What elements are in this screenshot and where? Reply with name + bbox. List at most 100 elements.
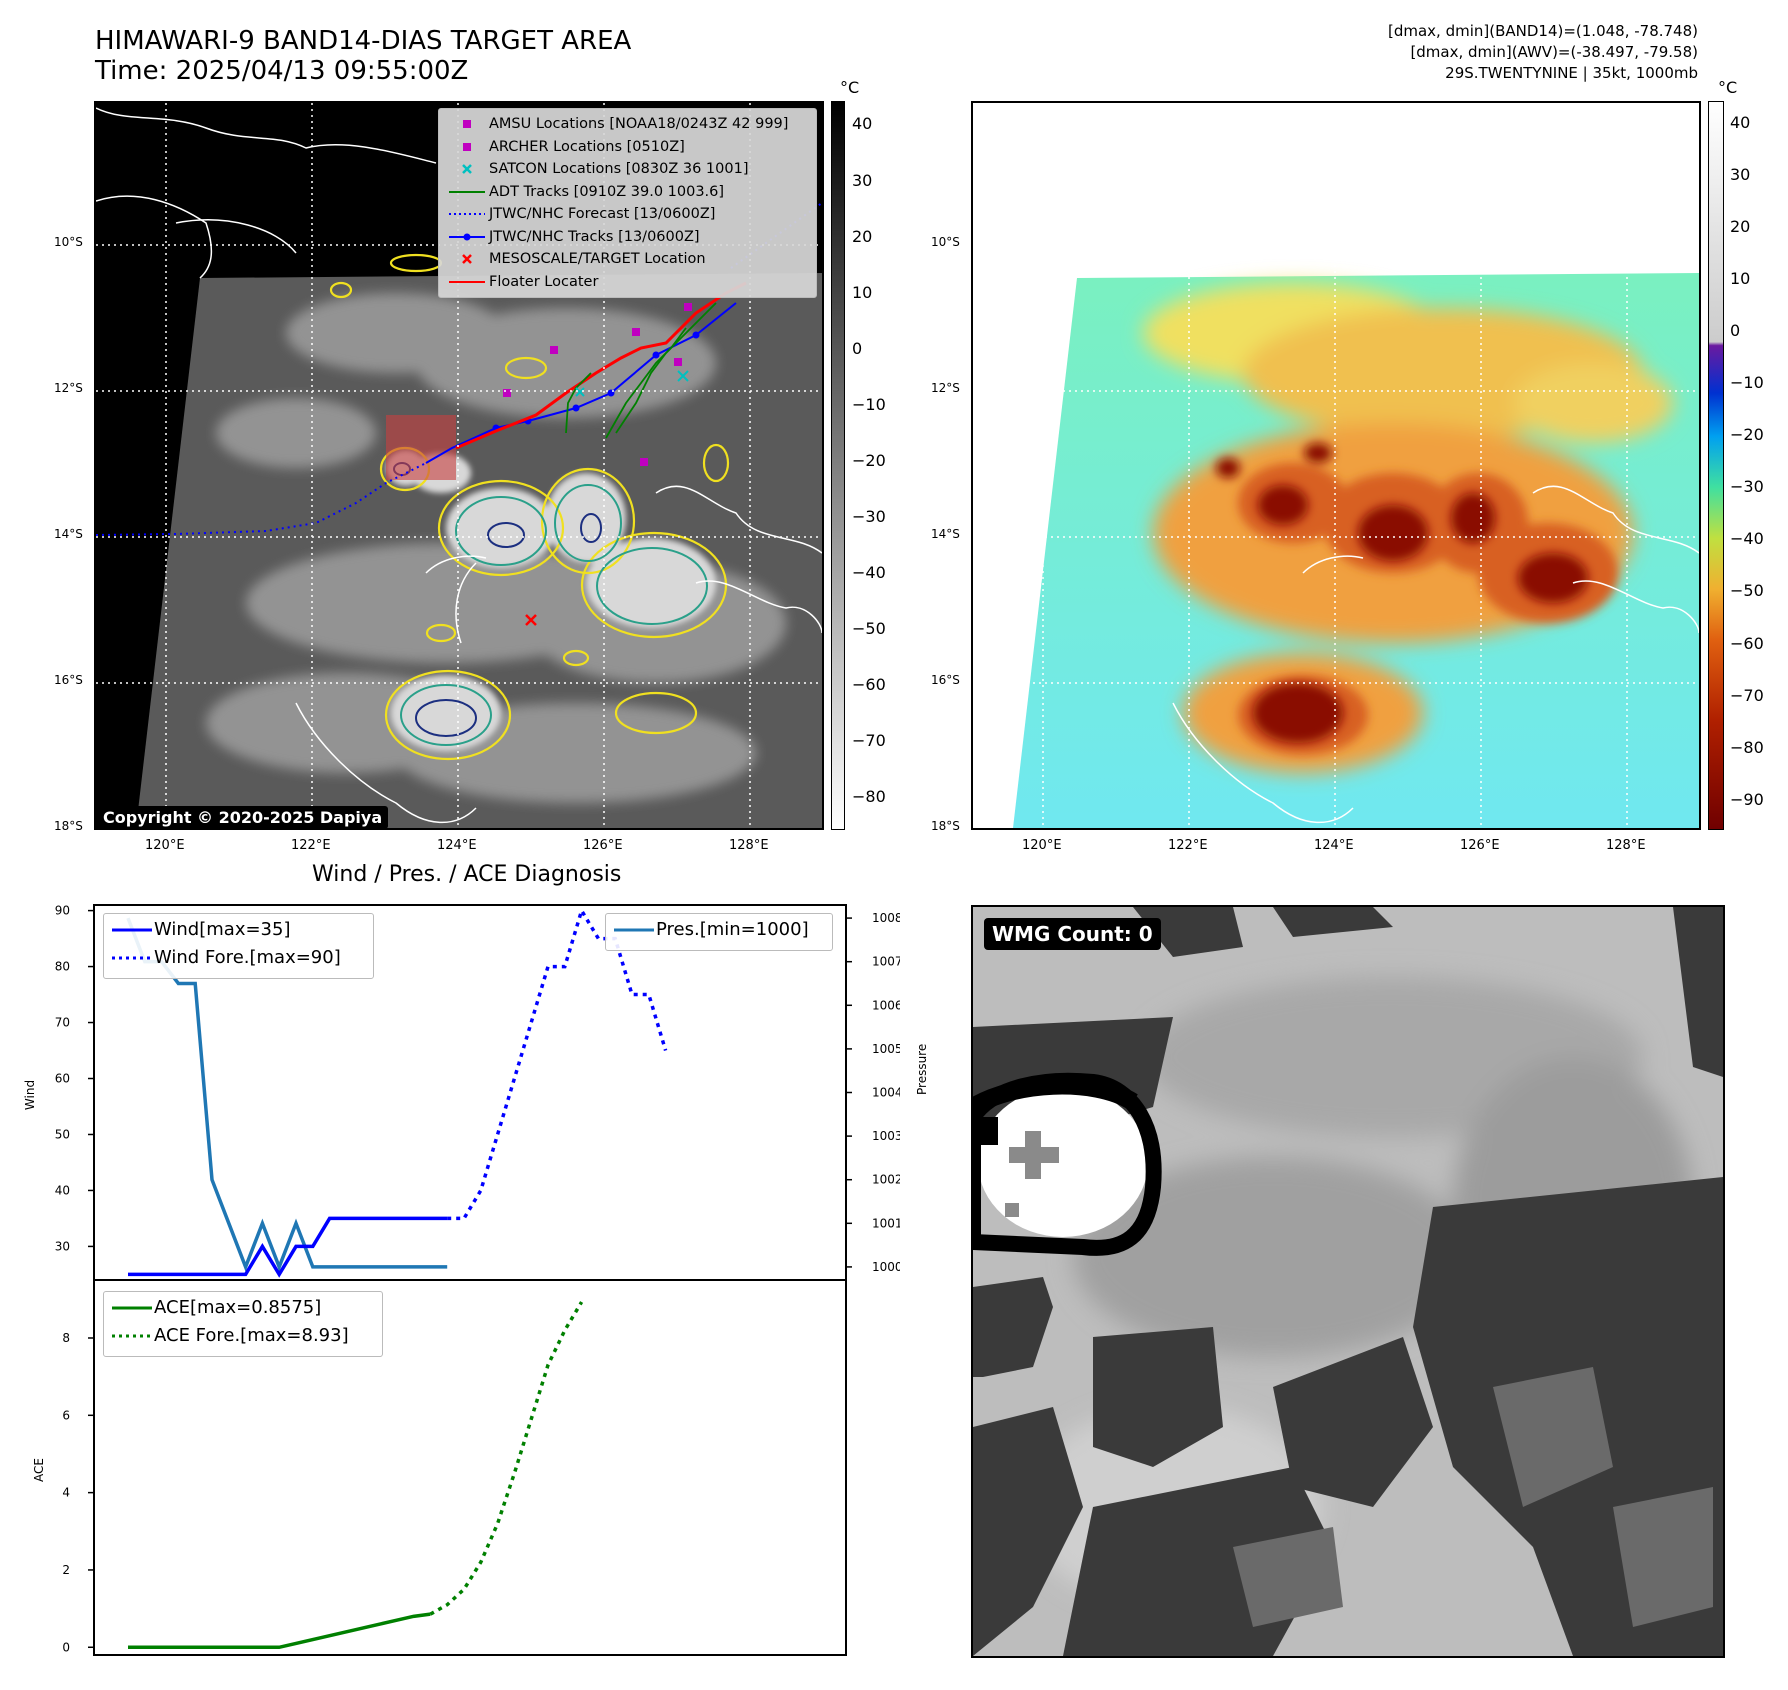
lat-label: 16°S [54,673,83,687]
colorbar-tick-label: 0 [1730,321,1741,341]
legend-label: JTWC/NHC Forecast [13/0600Z] [489,206,716,222]
colorbar-tick-label: −60 [1730,633,1764,653]
ace-plot-frame [93,1279,847,1656]
lon-label: 126°E [583,838,623,853]
ace-axis-label: ACE [32,1458,46,1482]
diagnosis-title: Wind / Pres. / ACE Diagnosis [312,862,622,887]
legend-label: ARCHER Locations [0510Z] [489,138,685,155]
colorbar-tick-label: 40 [852,114,873,134]
info-storm: 29S.TWENTYNINE | 35kt, 1000mb [1445,64,1698,82]
colorbar-tick-label: −50 [1730,581,1764,601]
y-tick-label: 70 [55,1016,70,1030]
colorbar-tick-label: 0 [852,338,863,358]
awv-map-image [973,103,1699,828]
lat-label: 12°S [54,381,83,395]
y-tick-label: 4 [62,1486,70,1500]
pressure-series-line [126,917,448,1272]
map-legend: AMSU Locations [NOAA18/0243Z 42 999] ARC… [438,108,817,298]
ir-map-panel [94,101,824,830]
colorbar-tick-label: −20 [852,450,886,470]
colorbar-tick-label: −80 [852,787,886,807]
info-band14: [dmax, dmin](BAND14)=(1.048, -78.748) [1387,22,1698,40]
y-tick-label: 0 [62,1640,70,1654]
lat-label: 18°S [54,819,83,833]
y2-tick-label: 1004 [872,1086,900,1100]
lon-label: 126°E [1460,838,1500,853]
wind-forecast-series-line [447,906,668,1221]
forecast-dotted-line-icon [449,213,485,216]
satcon-marker-icon [462,164,472,175]
legend-label: SATCON Locations [0830Z 36 1001] [489,161,749,177]
colorbar-tick-label: 30 [852,170,873,190]
lon-label: 124°E [437,838,477,853]
legend-satcon: SATCON Locations [0830Z 36 1001] [445,158,810,181]
ace-solid-line-icon [112,1306,152,1310]
ace-forecast-series-line [429,1301,584,1616]
colorbar-tick-label: −50 [852,619,886,639]
lon-label: 120°E [145,838,185,853]
y2-tick-label: 1001 [872,1216,900,1230]
legend-jtwc-tracks: JTWC/NHC Tracks [13/0600Z] [445,226,810,249]
adt-line-icon [449,190,485,193]
legend-jtwc-forecast: JTWC/NHC Forecast [13/0600Z] [445,203,810,226]
lat-label: 14°S [931,527,960,541]
pressure-axis-label: Pressure [915,1043,929,1095]
lon-label: 124°E [1314,838,1354,853]
legend-label: Pres.[min=1000] [656,919,809,940]
colorbar-tick-label: −40 [852,563,886,583]
legend-floater: Floater Locater [445,271,810,294]
lon-label: 128°E [729,838,769,853]
ace-series-line [128,1612,431,1650]
colorbar-tick-label: −10 [1730,373,1764,393]
figure-time: Time: 2025/04/13 09:55:00Z [95,56,469,86]
wind-axis-label: Wind [23,1080,37,1110]
y2-tick-label: 1007 [872,955,900,969]
lon-label: 128°E [1606,838,1646,853]
awv-map-panel [971,101,1701,830]
y-tick-label: 2 [62,1563,70,1577]
colorbar-tick-label: 10 [1730,269,1751,289]
wmg-count-badge: WMG Count: 0 [984,918,1161,950]
lon-label: 122°E [291,838,331,853]
floater-line-icon [449,280,485,283]
colorbar-tick-label: 10 [852,282,873,302]
ir-map-image [96,103,822,828]
figure-title: HIMAWARI-9 BAND14-DIAS TARGET AREA [95,26,632,56]
y2-tick-label: 1005 [872,1042,900,1056]
pressure-line-icon [614,928,654,932]
colorbar-tick-label: −10 [852,394,886,414]
y-tick-label: 8 [62,1331,70,1345]
colorbar-tick-label: −70 [1730,685,1764,705]
colorbar-tick-label: −20 [1730,425,1764,445]
pressure-legend: Pres.[min=1000] [605,913,833,951]
colorbar-tick-label: −30 [1730,477,1764,497]
colorbar-tick-label: 40 [1730,112,1751,132]
colorbar-unit: °C [840,78,860,97]
y-tick-label: 80 [55,960,70,974]
lat-label: 10°S [931,235,960,249]
y2-tick-label: 1008 [872,911,900,925]
y-tick-label: 6 [62,1408,70,1422]
amsu-marker-icon [463,120,471,129]
y-tick-label: 40 [55,1183,70,1197]
lon-label: 122°E [1168,838,1208,853]
colorbar-tick-label: 20 [852,226,873,246]
colorbar-tick-label: −80 [1730,737,1764,757]
legend-label: Wind[max=35] [154,919,291,940]
lat-label: 10°S [54,235,83,249]
y2-tick-label: 1006 [872,998,900,1012]
ace-dotted-line-icon [112,1334,152,1338]
wind-dotted-line-icon [112,956,152,960]
colorbar-tick-label: 30 [1730,164,1751,184]
info-awv: [dmax, dmin](AWV)=(-38.497, -79.58) [1410,43,1698,61]
lat-label: 12°S [931,381,960,395]
legend-label: AMSU Locations [NOAA18/0243Z 42 999] [489,116,789,132]
legend-adt: ADT Tracks [0910Z 39.0 1003.6] [445,181,810,204]
y-tick-label: 30 [55,1239,70,1253]
legend-label: MESOSCALE/TARGET Location [489,251,706,267]
legend-label: ACE Fore.[max=8.93] [154,1325,349,1346]
ace-legend: ACE[max=0.8575] ACE Fore.[max=8.93] [103,1291,383,1357]
lat-label: 18°S [931,819,960,833]
legend-label: Wind Fore.[max=90] [154,947,341,968]
lon-label: 120°E [1022,838,1062,853]
